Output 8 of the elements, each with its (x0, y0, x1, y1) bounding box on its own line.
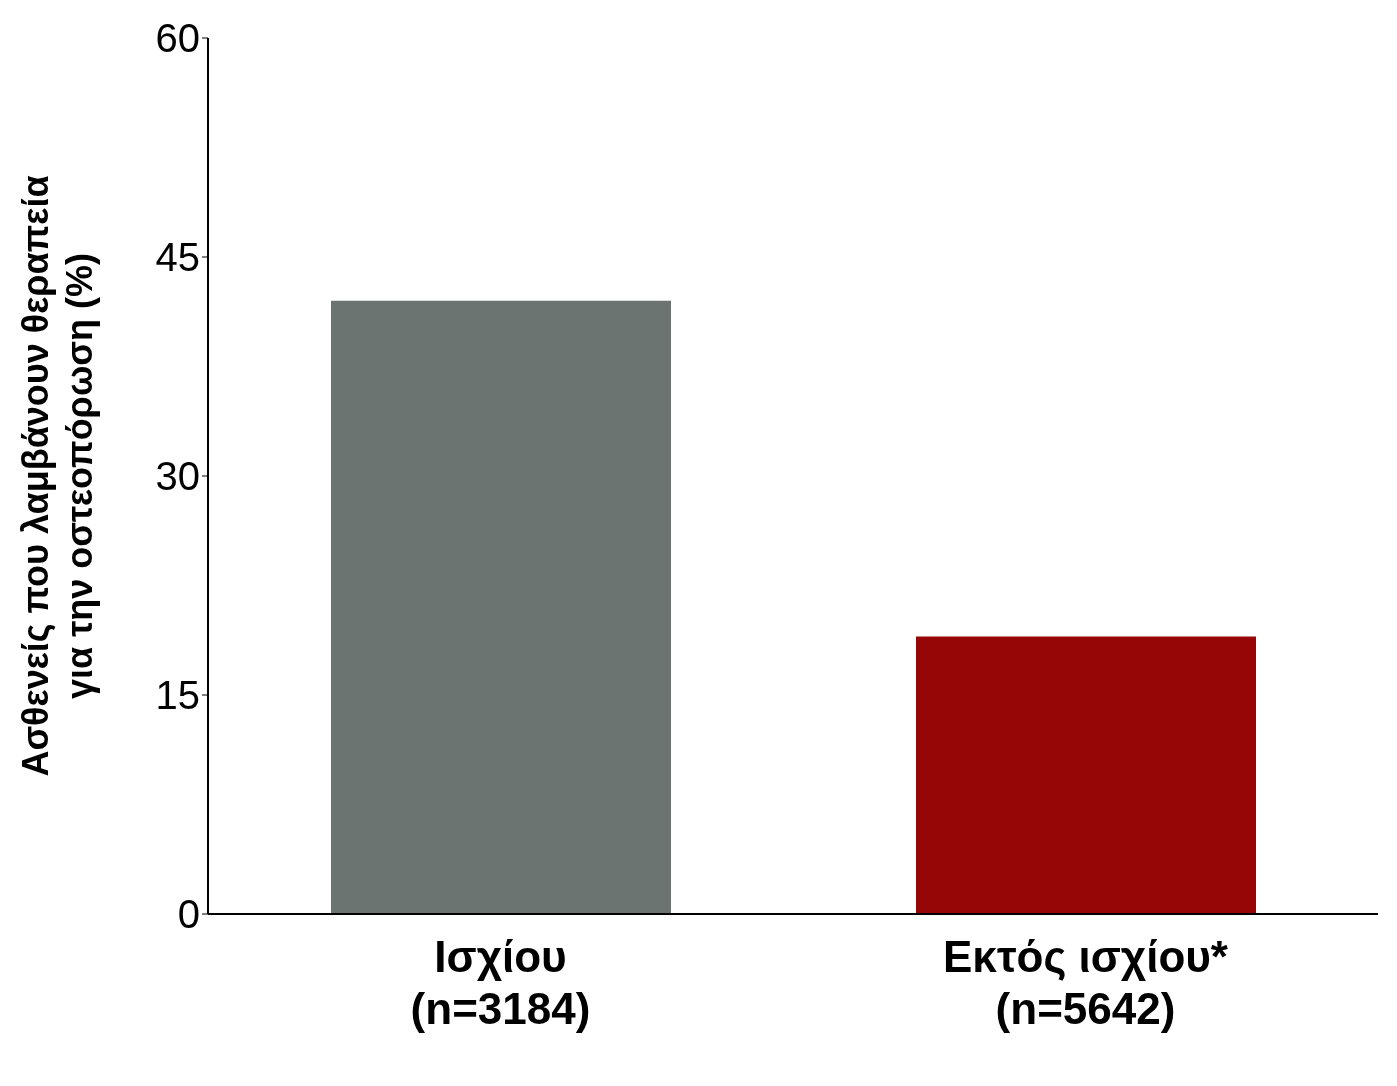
y-tick-label: 0 (177, 892, 200, 937)
y-tick-label: 45 (155, 235, 200, 280)
y-axis-title: Ασθενείς που λαμβάνουν θεραπεία για την οστεοπόρωση (%) (15, 175, 100, 777)
x-tick-label: Ισχίου (n=3184) (410, 932, 591, 1033)
x-tick-label: Εκτός ισχίου* (n=5642) (943, 932, 1229, 1033)
y-tick-label: 15 (155, 673, 200, 718)
y-tick-label: 60 (155, 16, 200, 61)
y-tick-label: 30 (155, 454, 200, 499)
